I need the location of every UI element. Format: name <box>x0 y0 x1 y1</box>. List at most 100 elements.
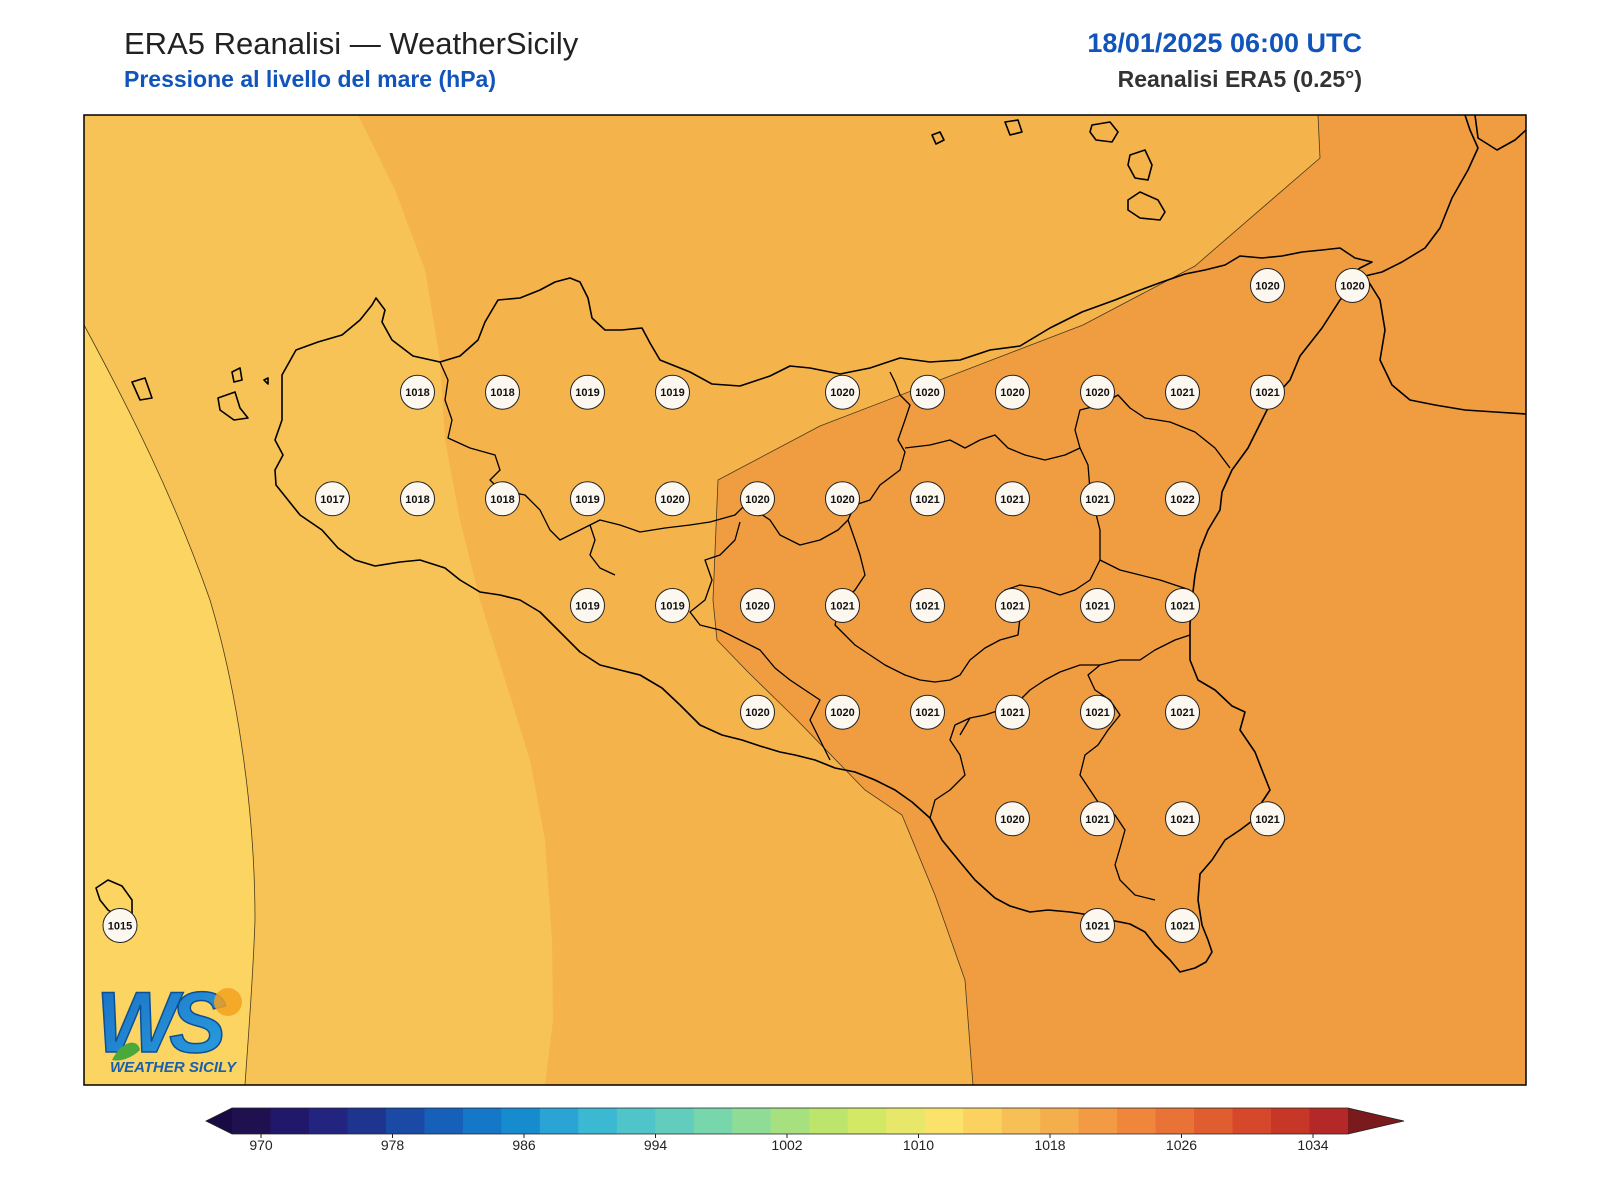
station-value: 1018 <box>405 494 429 506</box>
valid-datetime: 18/01/2025 06:00 UTC <box>1087 28 1362 58</box>
station-label: 1019 <box>570 481 605 517</box>
station-marker <box>910 481 945 517</box>
station-marker <box>995 588 1030 623</box>
station-label: 1021 <box>995 588 1030 623</box>
station-label: 1018 <box>485 481 520 517</box>
logo-text: WEATHER SICILY <box>110 1059 238 1076</box>
colorbar-extend-low <box>206 1108 232 1134</box>
colorbar-segment <box>347 1108 387 1134</box>
station-label: 1021 <box>995 481 1030 517</box>
station-label: 1021 <box>1250 801 1285 837</box>
station-value: 1020 <box>1255 281 1279 293</box>
station-label: 1021 <box>1165 801 1200 837</box>
station-value: 1020 <box>1000 814 1024 826</box>
pressure-band-1018-1020 <box>358 115 1320 1085</box>
station-value: 1020 <box>915 387 939 399</box>
station-label: 1021 <box>1080 588 1115 623</box>
station-marker <box>910 588 945 623</box>
station-label: 1020 <box>655 481 690 517</box>
station-label: 1019 <box>570 374 605 410</box>
station-marker <box>570 588 605 623</box>
station-marker <box>1080 588 1115 623</box>
station-value: 1021 <box>1170 707 1194 719</box>
station-label: 1020 <box>825 374 860 410</box>
colorbar-segment <box>1117 1108 1157 1134</box>
map-title: ERA5 Reanalisi — WeatherSicily <box>124 26 579 61</box>
station-label: 1021 <box>1165 908 1200 943</box>
station-value: 1020 <box>745 601 769 613</box>
station-marker <box>1250 801 1285 837</box>
station-value: 1020 <box>745 494 769 506</box>
station-value: 1018 <box>405 387 429 399</box>
station-value: 1021 <box>915 707 939 719</box>
weather-sicily-logo: WS WEATHER SICILY <box>95 974 242 1076</box>
station-marker <box>1165 694 1200 730</box>
colorbar-segment <box>270 1108 310 1134</box>
station-value: 1015 <box>108 921 132 933</box>
station-marker <box>1250 268 1285 303</box>
colorbar-segment <box>308 1108 349 1134</box>
station-marker <box>995 694 1030 730</box>
station-value: 1021 <box>1085 921 1109 933</box>
station-marker <box>740 588 775 623</box>
station-label: 1020 <box>995 374 1030 410</box>
station-marker <box>740 694 775 730</box>
station-marker <box>400 481 435 517</box>
station-marker <box>655 588 690 623</box>
station-value: 1020 <box>660 494 684 506</box>
station-value: 1020 <box>745 707 769 719</box>
station-label: 1021 <box>910 588 945 623</box>
station-value: 1021 <box>830 601 854 613</box>
data-source: Reanalisi ERA5 (0.25°) <box>1117 66 1362 92</box>
colorbar-segment <box>424 1108 464 1134</box>
station-value: 1020 <box>830 494 854 506</box>
colorbar-tick-label: 1026 <box>1166 1137 1197 1153</box>
colorbar-segment <box>232 1108 272 1134</box>
colorbar-segment <box>501 1108 541 1134</box>
station-value: 1018 <box>490 494 514 506</box>
pressure-band-1014-1016 <box>84 325 255 1085</box>
station-marker <box>570 374 605 410</box>
station-label: 1020 <box>740 694 775 730</box>
station-label: 1020 <box>1250 268 1285 303</box>
logo-sun-icon <box>214 988 242 1016</box>
colorbar-segment <box>1078 1108 1118 1134</box>
station-value: 1021 <box>1170 814 1194 826</box>
station-value: 1021 <box>1170 601 1194 613</box>
station-value: 1018 <box>490 387 514 399</box>
station-marker <box>315 481 350 517</box>
station-value: 1021 <box>1085 494 1109 506</box>
station-marker <box>825 481 860 517</box>
station-marker <box>910 694 945 730</box>
colorbar-segment <box>385 1108 426 1134</box>
station-label: 1021 <box>1250 374 1285 410</box>
station-value: 1021 <box>1000 707 1024 719</box>
station-marker <box>485 374 520 410</box>
station-label: 1018 <box>400 481 435 517</box>
colorbar-segment <box>1001 1108 1041 1134</box>
station-value: 1021 <box>1170 387 1194 399</box>
colorbar-segment <box>539 1108 579 1134</box>
station-label: 1021 <box>1165 694 1200 730</box>
colorbar-segment <box>963 1108 1003 1134</box>
station-value: 1021 <box>1000 601 1024 613</box>
colorbar-extend-high <box>1348 1108 1404 1134</box>
colorbar-segment <box>847 1108 887 1134</box>
station-label: 1020 <box>825 694 860 730</box>
station-value: 1021 <box>1170 921 1194 933</box>
station-value: 1020 <box>830 387 854 399</box>
station-marker <box>995 374 1030 410</box>
colorbar-segment <box>1155 1108 1195 1134</box>
station-label: 1020 <box>910 374 945 410</box>
map-frame <box>83 114 1527 1086</box>
station-marker <box>995 801 1030 837</box>
station-value: 1020 <box>1000 387 1024 399</box>
colorbar-tick-label: 978 <box>381 1137 405 1153</box>
station-marker <box>1335 268 1370 303</box>
station-label: 1020 <box>825 481 860 517</box>
colorbar-segment <box>578 1108 618 1134</box>
station-label: 1018 <box>400 374 435 410</box>
colorbar-segment <box>616 1108 656 1134</box>
station-value: 1020 <box>1340 281 1364 293</box>
station-value: 1020 <box>830 707 854 719</box>
